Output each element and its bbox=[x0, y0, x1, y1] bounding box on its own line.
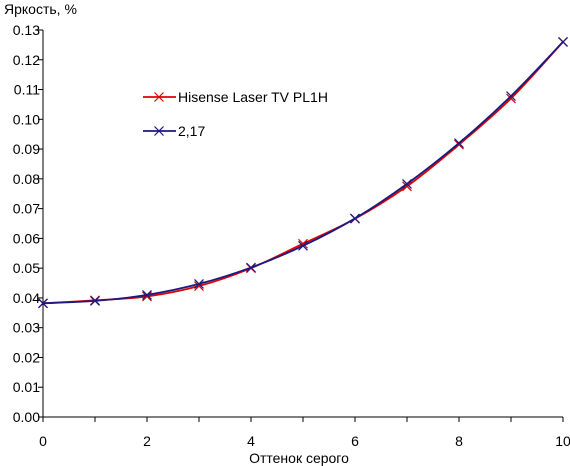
y-tick-label: 0.11 bbox=[14, 82, 40, 98]
y-tick-label: 0.00 bbox=[13, 409, 40, 425]
x-tick-label: 4 bbox=[247, 433, 255, 449]
marker-stroke bbox=[558, 36, 568, 47]
x-tick-label: 6 bbox=[351, 433, 359, 449]
series-0 bbox=[38, 36, 568, 309]
x-tick-label: 0 bbox=[39, 433, 47, 449]
marker-stroke bbox=[246, 262, 256, 273]
y-tick-label: 0.09 bbox=[13, 141, 40, 157]
marker-stroke bbox=[90, 295, 100, 306]
data-point bbox=[402, 181, 412, 192]
marker-stroke bbox=[38, 298, 48, 309]
legend-swatch-marker bbox=[154, 126, 164, 136]
legend-swatch-marker bbox=[154, 92, 164, 102]
marker-stroke bbox=[298, 240, 308, 251]
x-tick-label: 2 bbox=[143, 433, 151, 449]
marker-stroke bbox=[142, 291, 152, 302]
y-axis-title: Яркость, % bbox=[4, 1, 77, 17]
series-1 bbox=[38, 36, 568, 309]
y-tick-label: 0.13 bbox=[13, 22, 40, 38]
marker-stroke bbox=[194, 279, 204, 289]
legend: Hisense Laser TV PL1H 2,17 bbox=[143, 89, 328, 139]
y-tick-label: 0.02 bbox=[13, 349, 40, 365]
marker-stroke bbox=[142, 290, 152, 300]
marker-stroke bbox=[506, 91, 516, 102]
data-point bbox=[558, 36, 568, 47]
data-point bbox=[350, 213, 360, 224]
y-tick-label: 0.12 bbox=[13, 52, 40, 68]
data-point bbox=[298, 240, 308, 251]
data-point bbox=[194, 279, 204, 289]
data-point bbox=[454, 138, 464, 149]
data-point bbox=[142, 291, 152, 302]
y-tick-label: 0.05 bbox=[13, 260, 40, 276]
data-point bbox=[246, 262, 256, 273]
marker-stroke bbox=[402, 181, 412, 192]
data-point bbox=[142, 290, 152, 300]
data-point bbox=[90, 295, 100, 306]
marker-stroke bbox=[350, 213, 360, 224]
y-tick-label: 0.10 bbox=[13, 111, 40, 127]
x-axis-title: Оттенок серого bbox=[249, 450, 349, 466]
series-layer bbox=[38, 36, 568, 309]
marker-stroke bbox=[402, 178, 412, 189]
data-point bbox=[38, 298, 48, 309]
marker-stroke bbox=[506, 93, 516, 104]
y-tick-label: 0.01 bbox=[13, 379, 40, 395]
series-line bbox=[42, 41, 564, 305]
legend-label: 2,17 bbox=[178, 123, 205, 139]
x-tick-label: 10 bbox=[555, 433, 570, 449]
marker-stroke bbox=[454, 138, 464, 149]
axes: 0.00 0.01 0.02 0.03 0.04 0.05 0.06 0.07 0.08 0.09… bbox=[13, 22, 570, 449]
x-tick-label: 8 bbox=[455, 433, 463, 449]
y-tick-label: 0.08 bbox=[13, 171, 40, 187]
legend-label: Hisense Laser TV PL1H bbox=[178, 89, 328, 105]
y-tick-label: 0.04 bbox=[13, 290, 40, 306]
y-tick-label: 0.03 bbox=[13, 320, 40, 336]
data-point bbox=[506, 91, 516, 102]
data-point bbox=[506, 93, 516, 104]
series-line bbox=[42, 41, 564, 305]
legend-entry: Hisense Laser TV PL1H bbox=[143, 89, 328, 105]
marker-stroke bbox=[154, 126, 164, 136]
y-tick-label: 0.06 bbox=[13, 230, 40, 246]
y-tick-label: 0.07 bbox=[13, 201, 40, 217]
data-point bbox=[402, 178, 412, 189]
legend-entry: 2,17 bbox=[143, 123, 205, 139]
marker-stroke bbox=[154, 92, 164, 102]
